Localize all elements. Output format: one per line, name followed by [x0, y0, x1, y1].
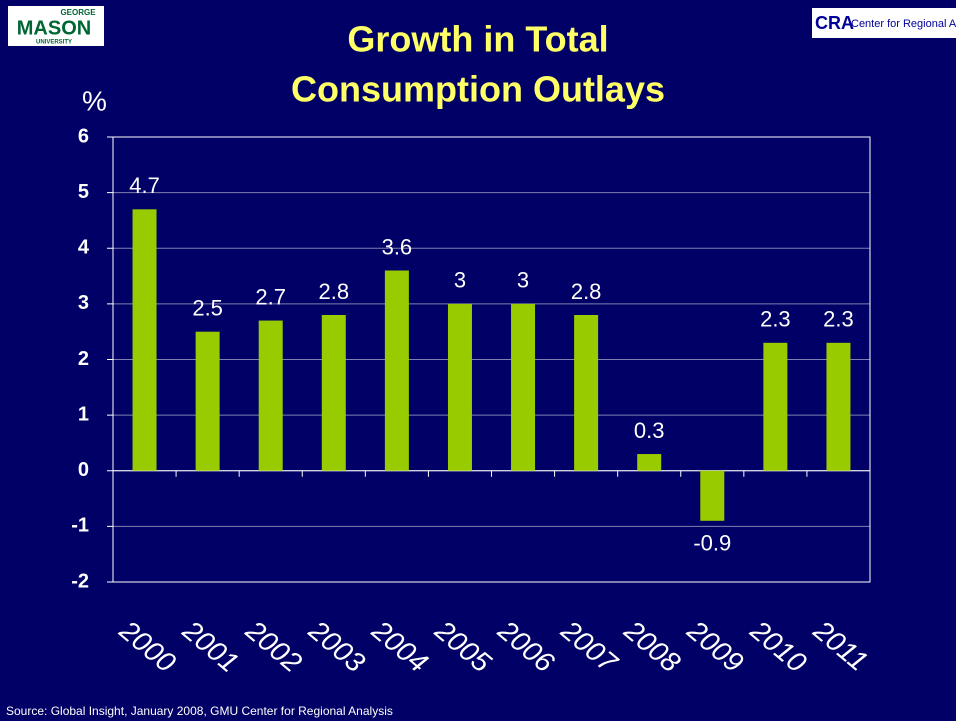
data-label: 3	[454, 268, 466, 293]
bar	[574, 315, 599, 471]
logo-text: UNIVERSITY	[36, 40, 72, 46]
data-label: 0.3	[634, 418, 665, 443]
data-label: 2.8	[318, 279, 349, 304]
data-label: 2.8	[571, 279, 602, 304]
bar	[258, 320, 283, 471]
bar	[826, 342, 851, 471]
bar	[447, 303, 472, 471]
bar	[195, 331, 220, 471]
y-tick-label: -2	[71, 570, 89, 592]
chart-title: Consumption Outlays	[291, 69, 665, 110]
bar	[700, 470, 725, 521]
y-tick-label: 2	[78, 348, 89, 370]
data-label: 2.3	[760, 307, 791, 332]
logo-text: Center for Regional Analy	[851, 18, 956, 30]
logo-right-box	[812, 8, 956, 38]
data-label: 3	[517, 268, 529, 293]
y-tick-label: 4	[78, 237, 90, 259]
logo-text: CRA	[815, 13, 854, 33]
bar	[637, 454, 662, 471]
y-tick-label: -1	[71, 515, 89, 537]
bar	[763, 342, 788, 471]
chart-title: Growth in Total	[347, 19, 608, 60]
data-label: 3.6	[382, 234, 413, 259]
data-label: 2.3	[823, 307, 854, 332]
logo-left-box	[8, 6, 104, 46]
data-label: 2.7	[255, 284, 286, 309]
source-note: Source: Global Insight, January 2008, GM…	[6, 704, 393, 718]
logo-text: GEORGE	[60, 8, 96, 17]
data-label: 4.7	[129, 173, 160, 198]
y-tick-label: 5	[78, 181, 89, 203]
logo-text: MASON	[17, 17, 91, 39]
y-tick-label: 1	[78, 403, 89, 425]
bar	[511, 303, 536, 471]
plot-frame	[112, 136, 871, 583]
y-tick-label: 6	[78, 125, 89, 147]
data-label: -0.9	[693, 531, 731, 556]
y-axis-label: %	[82, 85, 107, 116]
bar	[384, 270, 409, 471]
y-tick-label: 3	[78, 292, 89, 314]
bar	[132, 209, 157, 471]
bar	[321, 315, 346, 471]
y-tick-label: 0	[78, 459, 89, 481]
data-label: 2.5	[192, 296, 223, 321]
